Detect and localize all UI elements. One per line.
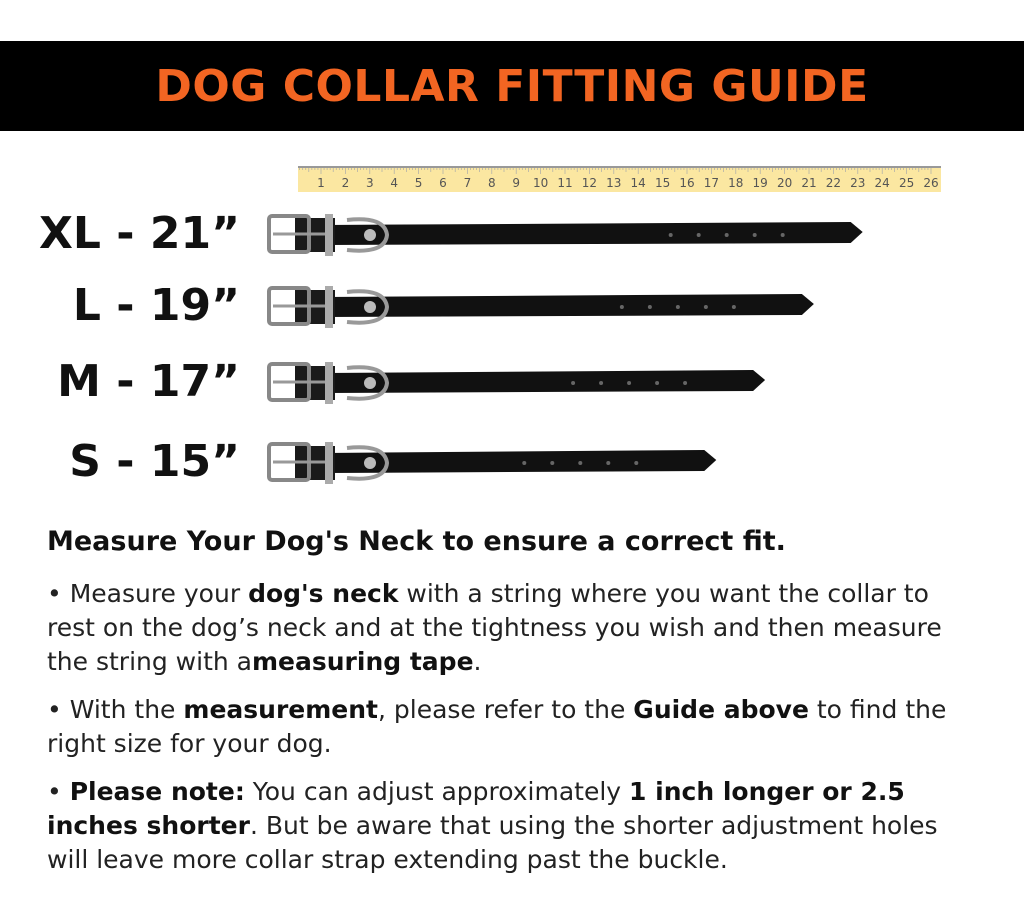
- ruler-number: 7: [464, 176, 472, 190]
- ruler-number: 13: [606, 176, 621, 190]
- ruler-number: 10: [533, 176, 548, 190]
- ruler-number: 26: [923, 176, 938, 190]
- instruction-bullet: • With the measurement, please refer to …: [47, 693, 977, 761]
- size-label: XL - 21”: [38, 208, 240, 259]
- instruction-bullet: • Please note: You can adjust approximat…: [47, 775, 977, 877]
- ruler-number: 11: [557, 176, 572, 190]
- ruler-number: 24: [875, 176, 890, 190]
- collar-image: [267, 362, 766, 404]
- bullet-text: .: [473, 647, 482, 676]
- ruler-number: 17: [704, 176, 719, 190]
- bullet-text: , please refer to the: [377, 695, 634, 724]
- bullet-text: You can adjust approximately: [244, 777, 630, 806]
- ruler-number: 23: [850, 176, 865, 190]
- bullet-text: • Measure your: [47, 579, 249, 608]
- ruler-number: 1: [317, 176, 325, 190]
- ruler-number: 3: [366, 176, 374, 190]
- ruler-number: 5: [415, 176, 423, 190]
- ruler-number: 6: [439, 176, 447, 190]
- ruler-number: 4: [390, 176, 398, 190]
- ruler-number: 14: [631, 176, 646, 190]
- bullet-text: to find the right size for your dog.: [47, 695, 947, 758]
- ruler-number: 12: [582, 176, 597, 190]
- bullet-text: with a string where you want the collar …: [47, 579, 942, 676]
- size-label: S - 15”: [69, 436, 240, 487]
- size-label: L - 19”: [72, 280, 240, 331]
- ruler-number: 8: [488, 176, 496, 190]
- ruler-number: 21: [801, 176, 816, 190]
- ruler-number: 20: [777, 176, 792, 190]
- ruler-number: 2: [342, 176, 350, 190]
- collar-image: [267, 442, 717, 484]
- ruler-number: 25: [899, 176, 914, 190]
- bullet-text: •: [47, 777, 70, 806]
- collar-image: [267, 214, 863, 256]
- ruler-number: 19: [753, 176, 768, 190]
- measuring-tape: 1 2 3 4 5 6 7 8 9 10 11 12 13 14 15 16 17 18 19 20 21 22 23 24 2…: [298, 166, 941, 192]
- ruler-number: 18: [728, 176, 743, 190]
- ruler-number: 16: [679, 176, 694, 190]
- bullet-text: • With the: [47, 695, 184, 724]
- bullet-text: . But be aware that using the shorter ad…: [47, 811, 938, 874]
- emphasis-text: dog's neck: [248, 579, 399, 608]
- instruction-bullet: • Measure your dog's neck with a string …: [47, 577, 977, 679]
- ruler-number: 15: [655, 176, 670, 190]
- ruler-number: 22: [826, 176, 841, 190]
- emphasis-text: measuring tape: [252, 647, 474, 676]
- collar-image: [267, 286, 814, 328]
- ruler-number: 9: [512, 176, 520, 190]
- emphasis-text: measurement: [183, 695, 378, 724]
- instructions-heading: Measure Your Dog's Neck to ensure a corr…: [47, 526, 786, 557]
- page-title: DOG COLLAR FITTING GUIDE: [155, 60, 869, 112]
- emphasis-text: 1 inch longer or 2.5 inches shorter: [47, 777, 905, 840]
- size-label: M - 17”: [57, 356, 240, 407]
- title-banner: DOG COLLAR FITTING GUIDE: [0, 41, 1024, 131]
- emphasis-text: Guide above: [633, 695, 809, 724]
- emphasis-text: Please note:: [69, 777, 245, 806]
